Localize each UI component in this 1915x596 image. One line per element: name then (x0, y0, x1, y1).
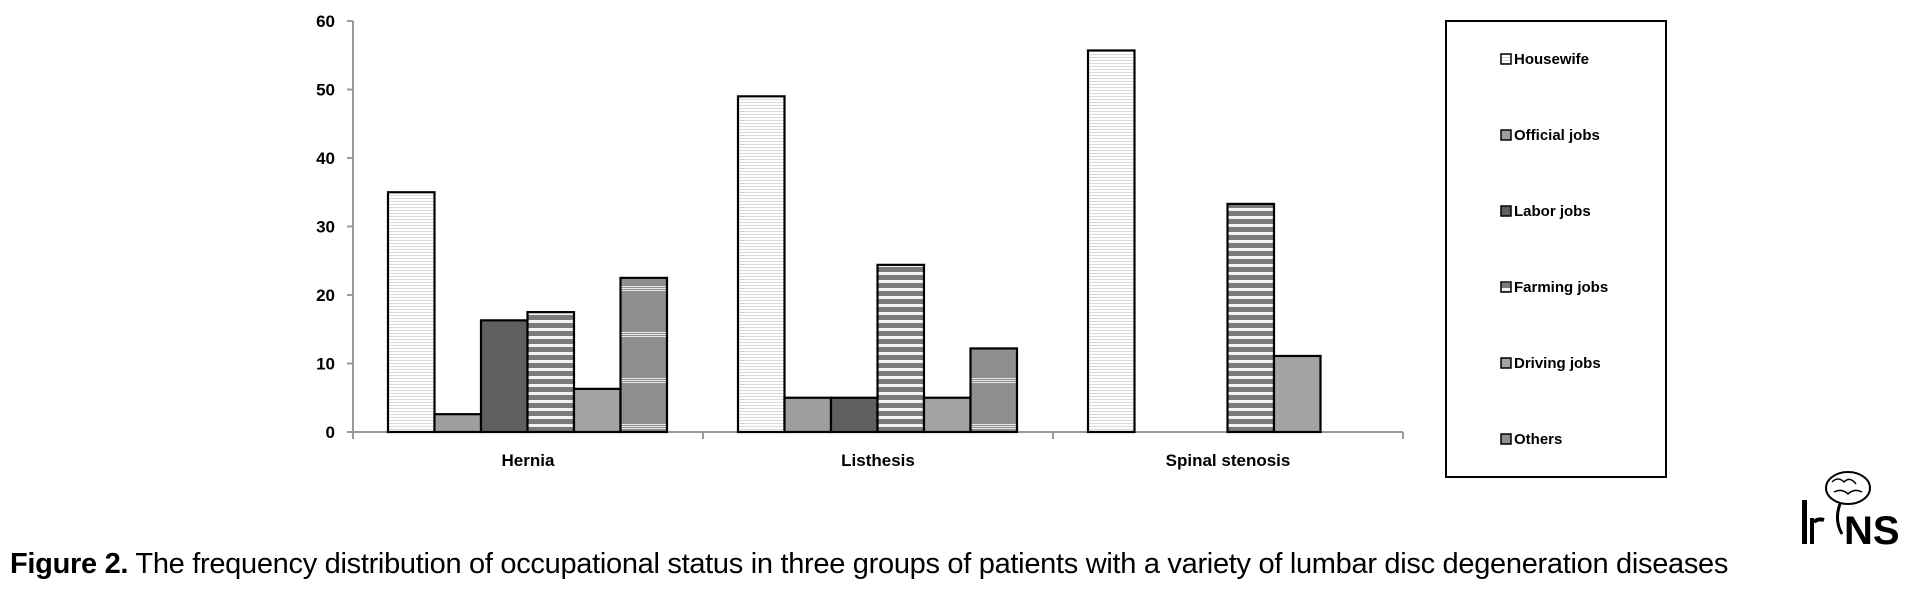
legend-swatch (1500, 53, 1512, 65)
y-tick-label: 30 (316, 218, 335, 237)
bar-labor-jobs-hernia (479, 319, 529, 434)
bar-labor-jobs-listhesis (829, 396, 879, 434)
legend-label: Official jobs (1514, 127, 1600, 144)
bar-others-listhesis (969, 347, 1019, 434)
y-tick-label: 20 (316, 286, 335, 305)
bar-housewife-spinal-stenosis (1086, 49, 1136, 434)
bar-official-jobs-listhesis (783, 396, 833, 434)
legend-swatch (1500, 357, 1512, 369)
bar-farming-jobs-spinal-stenosis (1226, 202, 1276, 434)
legend-label: Others (1514, 431, 1562, 448)
bar-others-hernia (619, 276, 669, 434)
bar-driving-jobs-listhesis (922, 396, 972, 434)
legend-label: Driving jobs (1514, 355, 1601, 372)
y-tick-label: 50 (316, 81, 335, 100)
legend-box (1445, 20, 1667, 478)
bars (386, 49, 1322, 434)
bar-chart: 0 10 20 30 40 50 60 Hernia Listhesis Spinal sten… (316, 12, 1667, 478)
legend-swatch (1500, 129, 1512, 141)
bar-farming-jobs-hernia (526, 311, 576, 434)
legend: Housewife Official jobs Labor jobs Farming … (1445, 20, 1667, 478)
irjns-logo: NS (1802, 471, 1900, 550)
legend-label: Farming jobs (1514, 279, 1608, 296)
bar-driving-jobs-hernia (572, 387, 622, 434)
bar-housewife-listhesis (736, 95, 786, 434)
legend-label: Labor jobs (1514, 203, 1591, 220)
legend-label: Housewife (1514, 51, 1589, 68)
legend-swatch (1500, 433, 1512, 445)
bar-driving-jobs-spinal-stenosis (1272, 354, 1322, 434)
bar-farming-jobs-listhesis (876, 263, 926, 434)
labels: Hernia Listhesis Spinal stenosis (502, 451, 1291, 470)
y-tick-label: 0 (326, 423, 335, 442)
x-category-label: Listhesis (841, 451, 915, 470)
legend-swatch (1500, 205, 1512, 217)
bar-housewife-hernia (386, 191, 436, 434)
x-category-label: Hernia (502, 451, 555, 470)
legend-swatch (1500, 281, 1512, 293)
y-tick-label: 40 (316, 149, 335, 168)
caption-text: The frequency distribution of occupation… (128, 548, 1729, 580)
x-category-label: Spinal stenosis (1166, 451, 1291, 470)
svg-text:NS: NS (1844, 509, 1900, 550)
y-tick-label: 60 (316, 12, 335, 31)
figure-caption: Figure 2. The frequency distribution of … (10, 548, 1728, 581)
caption-label: Figure 2. (10, 548, 129, 580)
y-tick-label: 10 (316, 355, 335, 374)
bar-official-jobs-hernia (433, 413, 483, 434)
